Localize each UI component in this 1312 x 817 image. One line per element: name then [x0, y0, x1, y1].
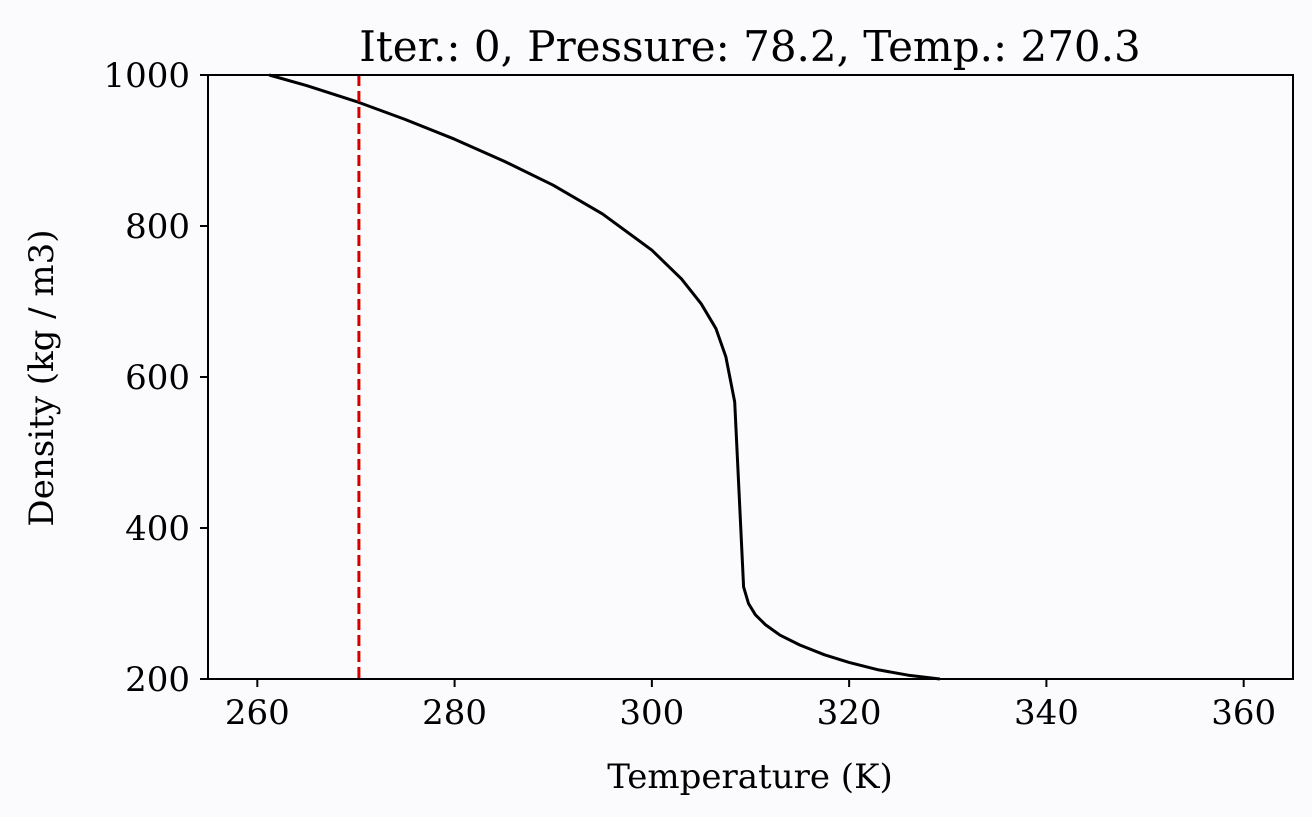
x-tick-label: 340: [1014, 693, 1079, 733]
chart-title: Iter.: 0, Pressure: 78.2, Temp.: 270.3: [359, 22, 1140, 71]
x-tick-label: 280: [422, 693, 487, 733]
y-tick-label: 600: [125, 358, 190, 398]
y-tick-label: 400: [125, 509, 190, 549]
plot-frame: [207, 74, 1294, 680]
y-tick-label: 1000: [103, 56, 190, 96]
x-tick-label: 260: [225, 693, 290, 733]
x-tick-label: 300: [619, 693, 684, 733]
y-tick-label: 800: [125, 207, 190, 247]
y-axis-label: Density (kg / m3): [22, 229, 62, 526]
x-axis: 260 280 300 320 340 360: [225, 679, 1276, 733]
plot-area: [268, 73, 941, 681]
series-line-0: [268, 73, 941, 681]
x-axis-label: Temperature (K): [607, 757, 892, 797]
y-tick-label: 200: [125, 660, 190, 700]
y-axis: 200 400 600 800 1000: [103, 56, 208, 700]
x-tick-label: 360: [1211, 693, 1276, 733]
x-tick-label: 320: [817, 693, 882, 733]
